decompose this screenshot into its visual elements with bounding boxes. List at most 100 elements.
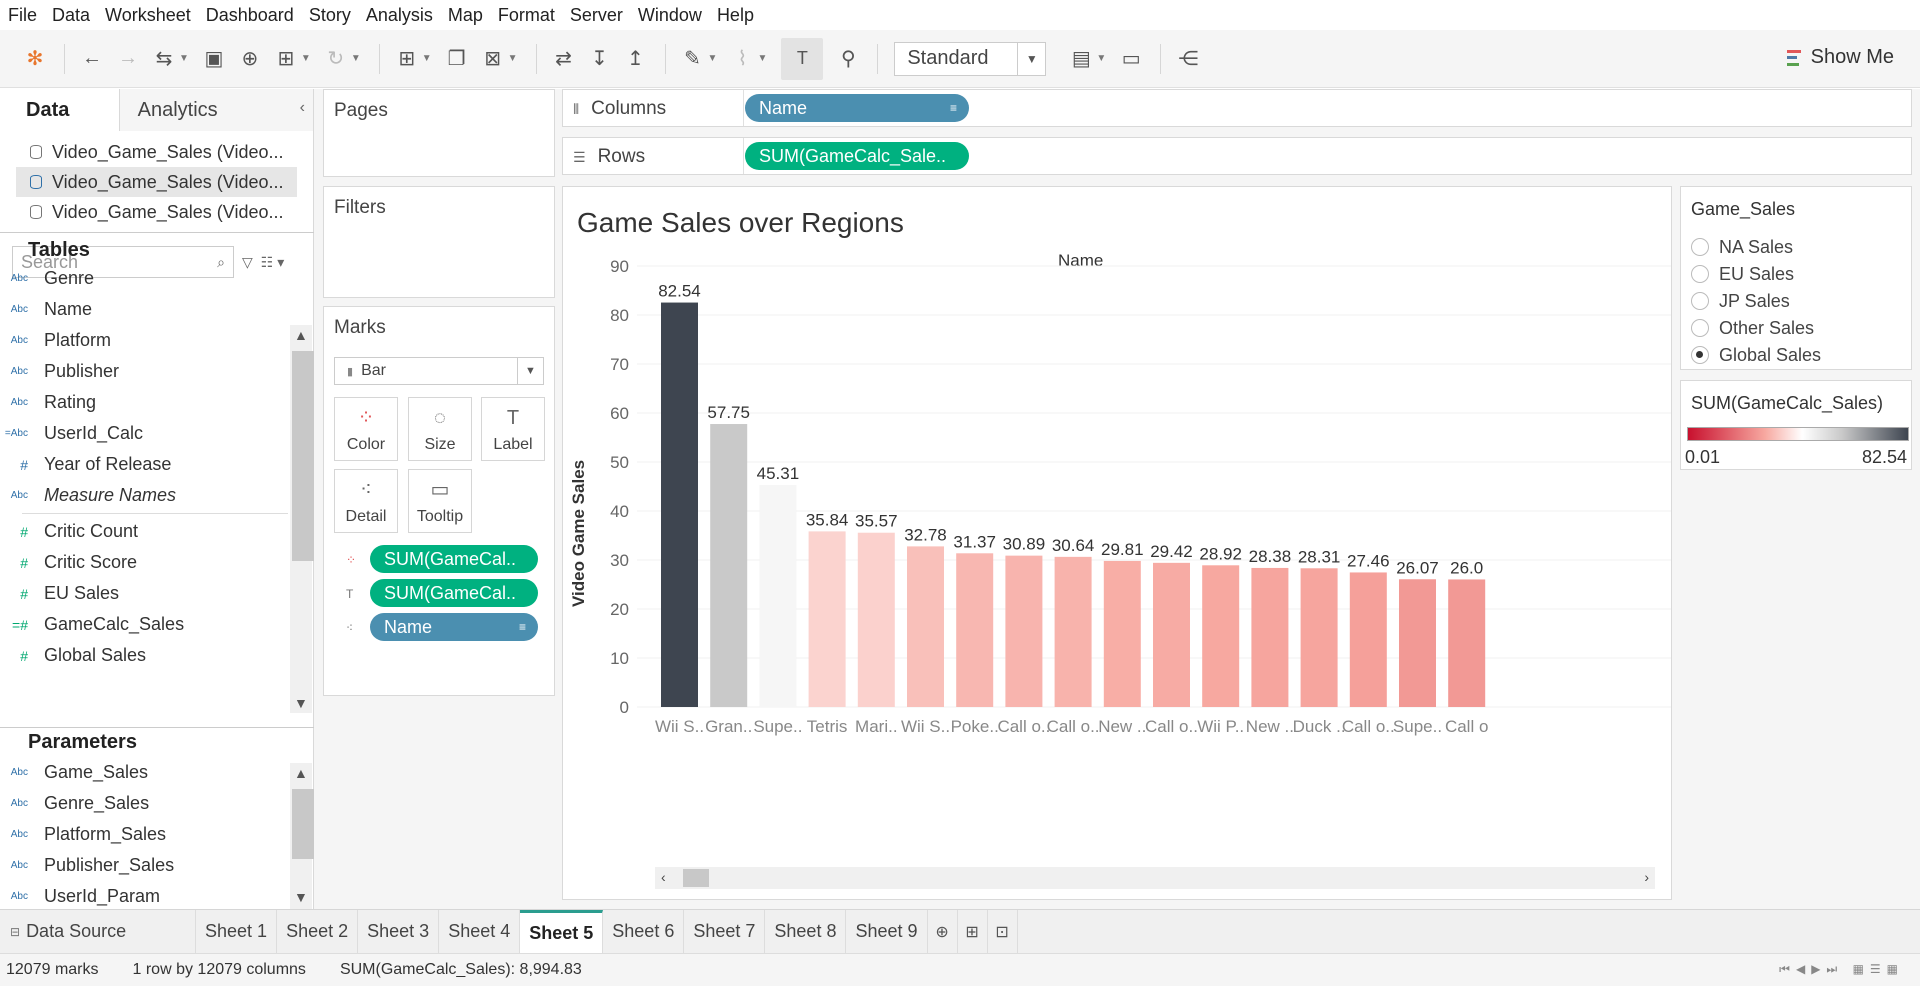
columns-pill-name[interactable]: Name ≡ [745, 94, 969, 122]
tab-data[interactable]: Data [0, 89, 120, 131]
menu-map[interactable]: Map [447, 4, 483, 25]
bar[interactable] [808, 531, 846, 707]
color-pill[interactable]: SUM(GameCal.. [370, 545, 538, 573]
bar[interactable] [1251, 567, 1289, 707]
param-publisher-sales[interactable]: Abc Publisher_Sales [0, 850, 290, 881]
redo-icon[interactable]: → [118, 47, 138, 69]
show-me-button[interactable]: Show Me [1786, 46, 1894, 69]
sheet-navigation-icon[interactable]: ⏮◀▶⏭ ▦☰▦ [1779, 962, 1904, 976]
scrollbar-thumb[interactable] [683, 869, 709, 887]
parameters-scrollbar[interactable]: ▲ ▼ [290, 763, 314, 909]
tab-sheet-5[interactable]: Sheet 5 [520, 909, 604, 954]
menu-story[interactable]: Story [308, 4, 351, 25]
sort-ascending-icon[interactable]: ↧ [591, 48, 608, 70]
menu-window[interactable]: Window [637, 4, 702, 25]
bar[interactable] [759, 484, 797, 707]
radio-na-sales[interactable]: NA Sales [1691, 235, 1793, 259]
label-pill[interactable]: SUM(GameCal.. [370, 579, 538, 607]
collapse-pane-icon[interactable]: ‹ [299, 99, 305, 116]
bar[interactable] [1399, 579, 1436, 707]
bar[interactable] [661, 302, 698, 707]
save-icon[interactable]: ▣ [204, 48, 224, 70]
datasource-item-selected[interactable]: Video_Game_Sales (Video... [16, 167, 297, 197]
columns-shelf[interactable]: ⦀ Columns Name ≡ [562, 89, 1912, 127]
dropdown-arrow-icon[interactable]: ▼ [300, 53, 311, 64]
sort-descending-icon[interactable]: ↥ [627, 48, 644, 70]
tooltip-button[interactable]: ▭ Tooltip [408, 469, 472, 533]
duplicate-sheet-icon[interactable]: ❐ [447, 48, 466, 70]
bar[interactable] [1054, 556, 1092, 707]
search-input[interactable]: Search ⌕ [12, 246, 234, 278]
scrollbar-thumb[interactable] [292, 789, 314, 859]
radio-jp-sales[interactable]: JP Sales [1691, 289, 1790, 313]
view-options-icon[interactable]: ☷ ▾ [260, 253, 285, 270]
color-button[interactable]: ⁘ Color [334, 397, 398, 461]
scroll-up-icon[interactable]: ▲ [294, 327, 308, 343]
tables-scrollbar[interactable]: ▲ ▼ [290, 325, 314, 713]
tab-sheet-1[interactable]: Sheet 1 [196, 909, 278, 954]
param-game-sales[interactable]: Abc Game_Sales [0, 757, 290, 788]
menu-worksheet[interactable]: Worksheet [105, 4, 191, 25]
scrollbar-thumb[interactable] [292, 351, 314, 561]
size-button[interactable]: ◌ Size [408, 397, 472, 461]
swap-data-source-icon[interactable]: ⇆ [155, 48, 173, 70]
detail-button[interactable]: ⁖ Detail [334, 469, 398, 533]
menu-analysis[interactable]: Analysis [365, 4, 433, 25]
pages-card[interactable]: Pages [323, 89, 555, 177]
tab-analytics[interactable]: Analytics [119, 89, 313, 131]
highlight-icon[interactable]: ✎ [684, 48, 701, 70]
datasource-item[interactable]: Video_Game_Sales (Video... [0, 197, 313, 227]
dropdown-arrow-icon[interactable]: ▼ [421, 53, 432, 64]
menu-help[interactable]: Help [716, 4, 754, 25]
scroll-down-icon[interactable]: ▼ [294, 695, 308, 711]
label-button[interactable]: T Label [481, 397, 545, 461]
show-mark-labels-icon[interactable]: T [781, 37, 824, 80]
rows-shelf[interactable]: ☰ Rows SUM(GameCalc_Sale.. [562, 137, 1912, 175]
bar[interactable] [1153, 562, 1190, 707]
bar[interactable] [1300, 568, 1338, 707]
radio-global-sales[interactable]: Global Sales [1691, 343, 1821, 367]
tableau-logo-icon[interactable]: ✻ [26, 48, 44, 70]
menu-dashboard[interactable]: Dashboard [205, 4, 294, 25]
field-measure-names[interactable]: Abc Measure Names [0, 480, 290, 511]
bar[interactable] [1103, 560, 1141, 707]
bar[interactable] [1448, 579, 1486, 707]
bar[interactable] [857, 532, 895, 707]
share-icon[interactable]: ⋲ [1178, 48, 1199, 70]
bar[interactable] [1349, 572, 1387, 707]
menu-server[interactable]: Server [569, 4, 623, 25]
field-critic-score[interactable]: # Critic Score [0, 547, 290, 578]
color-legend[interactable]: SUM(GameCalc_Sales) 0.01 82.54 [1680, 380, 1912, 470]
dropdown-arrow-icon[interactable]: ▼ [350, 53, 361, 64]
bar[interactable] [956, 553, 994, 707]
menu-data[interactable]: Data [52, 4, 91, 25]
filter-icon[interactable]: ▽ [242, 253, 253, 270]
swap-rows-columns-icon[interactable]: ⇄ [555, 48, 572, 70]
tab-sheet-3[interactable]: Sheet 3 [358, 909, 440, 954]
field-genre[interactable]: Abc Genre [0, 263, 290, 294]
param-genre-sales[interactable]: Abc Genre_Sales [0, 788, 290, 819]
dropdown-arrow-icon[interactable]: ▼ [179, 53, 189, 64]
new-data-source-icon[interactable]: ⊕ [241, 48, 259, 70]
field-eu-sales[interactable]: # EU Sales [0, 578, 290, 609]
param-userid-param[interactable]: Abc UserId_Param [0, 881, 290, 912]
presentation-mode-icon[interactable]: ▭ [1121, 48, 1141, 70]
tab-sheet-9[interactable]: Sheet 9 [846, 909, 928, 954]
field-gamecalc-sales[interactable]: =# GameCalc_Sales [0, 609, 290, 640]
tab-sheet-4[interactable]: Sheet 4 [439, 909, 521, 954]
bar[interactable] [1005, 555, 1043, 707]
horizontal-scrollbar[interactable]: ‹ › [655, 867, 1655, 889]
clear-sheet-icon[interactable]: ⊠ [484, 48, 501, 70]
field-year-of-release[interactable]: # Year of Release [0, 449, 290, 480]
new-dashboard-icon[interactable]: ⊞ [958, 909, 988, 954]
pause-updates-icon[interactable]: ⊞ [277, 48, 295, 70]
detail-pill[interactable]: Name ≡ [370, 613, 538, 641]
radio-other-sales[interactable]: Other Sales [1691, 316, 1814, 340]
field-name[interactable]: Abc Name [0, 294, 290, 325]
scroll-right-icon[interactable]: › [1644, 869, 1649, 885]
field-rating[interactable]: Abc Rating [0, 387, 290, 418]
new-worksheet-icon[interactable]: ⊕ [928, 909, 958, 954]
new-story-icon[interactable]: ⊡ [988, 909, 1018, 954]
dropdown-arrow-icon[interactable]: ▼ [757, 53, 768, 64]
new-worksheet-icon[interactable]: ⊞ [398, 48, 416, 70]
